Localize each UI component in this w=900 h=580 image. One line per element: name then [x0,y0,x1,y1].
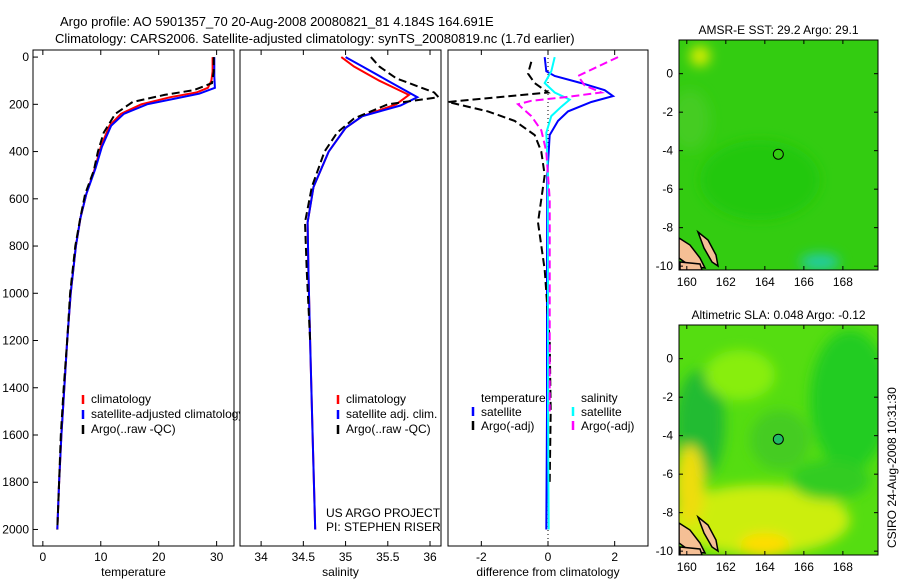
project-text: US ARGO PROJECT [326,506,441,520]
y-tick-label: 2000 [2,522,29,536]
axes-box [239,49,442,547]
map-box [678,324,879,556]
lat-tick-label: -2 [662,390,673,404]
lon-tick-label: 166 [794,275,814,289]
title-line-1: Argo profile: AO 5901357_70 20-Aug-2008 … [60,14,494,29]
legend-label: Argo(..raw -QC) [91,422,176,436]
lat-tick-label: -8 [662,506,673,520]
legend-label: climatology [346,392,406,406]
profile-panel-1: 34 34.5 35 35.5 36 salinity climatologysatelli… [239,49,442,579]
y-tick-label: 800 [9,239,29,253]
map-box [678,39,879,271]
x-tick-label: 20 [152,550,166,564]
lon-tick-label: 162 [716,275,736,289]
map-panel-1: Altimetric SLA: 0.048 Argo: -0.12 160 162 1… [656,308,879,574]
argo-position-marker [772,148,784,160]
lon-tick-label: 164 [755,275,775,289]
island-landmass [679,514,720,555]
y-tick-label: 200 [9,97,29,111]
y-tick-label: 600 [9,192,29,206]
lon-tick-label: 166 [794,560,814,574]
argo-position-marker [772,433,784,445]
series-line-argo-raw-qc- [56,57,215,530]
series-line-argo-raw-qc- [303,56,441,341]
legend-label: Argo(-adj) [581,419,634,433]
y-tick-label: 1600 [2,428,29,442]
series-line-salinity-satellite [543,56,572,530]
legend-header: temperature [481,391,546,405]
x-axis-label: difference from climatology [476,565,619,579]
lat-tick-label: -6 [662,182,673,196]
x-tick-label: 34 [254,550,268,564]
lat-tick-label: -10 [656,544,674,558]
map-panel-0: AMSR-E SST: 29.2 Argo: 29.1 160 162 164 166 1… [656,23,879,289]
lon-tick-label: 168 [833,560,853,574]
lon-tick-label: 160 [677,560,697,574]
x-tick-label: 2 [611,550,618,564]
y-tick-label: 1800 [2,475,29,489]
x-tick-label: 0 [545,550,552,564]
lon-tick-label: 160 [677,275,697,289]
x-tick-label: 0 [40,550,47,564]
lat-tick-label: -8 [662,221,673,235]
title-line-2: Climatology: CARS2006. Satellite-adjuste… [55,31,575,46]
x-tick-label: 30 [210,550,224,564]
lat-tick-label: 0 [666,67,673,81]
x-tick-label: 35.5 [376,550,400,564]
lon-tick-label: 162 [716,560,736,574]
legend-header: salinity [581,391,618,405]
x-tick-label: 35 [339,550,353,564]
y-tick-label: 0 [22,50,29,64]
map-title: AMSR-E SST: 29.2 Argo: 29.1 [698,23,858,37]
x-tick-label: -2 [476,550,487,564]
island-landmass [679,229,720,270]
legend-label: satellite-adjusted climatology [91,407,244,421]
y-tick-label: 1000 [2,286,29,300]
legend-label: Argo(-adj) [481,419,534,433]
lon-tick-label: 168 [833,275,853,289]
y-tick-label: 1400 [2,381,29,395]
credit-text: CSIRO 24-Aug-2008 10:31:30 [885,387,899,548]
legend-label: satellite [481,405,522,419]
lat-tick-label: -2 [662,105,673,119]
y-tick-label: 1200 [2,334,29,348]
lat-tick-label: -6 [662,467,673,481]
legend-label: satellite [581,405,622,419]
x-axis-label: temperature [101,565,166,579]
legend-label: climatology [91,392,151,406]
lat-tick-label: -4 [662,144,673,158]
x-tick-label: 34.5 [292,550,316,564]
profile-panel-0: 0 10 20 30 temperature 0 200 400 600 800 1000 1200 1… [2,49,244,579]
x-axis-label: salinity [322,565,359,579]
lat-tick-label: 0 [666,352,673,366]
series-line-temperature-argo-adj- [448,61,552,483]
x-tick-label: 10 [94,550,108,564]
series-line-salinity-argo-adj- [515,56,619,412]
y-tick-label: 400 [9,145,29,159]
series-line-satellite-adj-clim- [306,56,420,530]
x-tick-label: 36 [423,550,437,564]
axes-box [32,49,235,547]
legend-label: Argo(..raw -QC) [346,422,431,436]
lat-tick-label: -10 [656,259,674,273]
lat-tick-label: -4 [662,429,673,443]
pi-text: PI: STEPHEN RISER [326,520,441,534]
map-title: Altimetric SLA: 0.048 Argo: -0.12 [691,308,865,322]
legend-label: satellite adj. clim. [346,407,437,421]
lon-tick-label: 164 [755,560,775,574]
